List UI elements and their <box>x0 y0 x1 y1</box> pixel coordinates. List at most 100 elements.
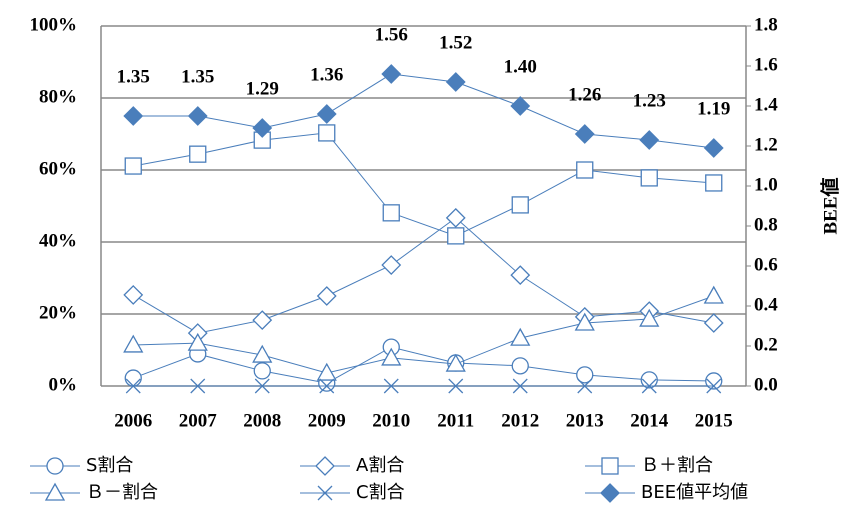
marker <box>703 285 724 304</box>
marker <box>510 327 531 346</box>
marker <box>316 362 337 381</box>
leg legend-label: A割合 <box>356 455 404 476</box>
marker <box>640 371 658 389</box>
marker <box>123 106 144 126</box>
y2-tick-label: 0.2 <box>754 334 778 355</box>
marker <box>318 124 336 142</box>
x-tick-label: 2009 <box>308 410 346 431</box>
x-tick-label: 2010 <box>372 410 410 431</box>
y2-tick-label: 0.8 <box>754 214 778 235</box>
marker <box>445 353 466 372</box>
marker <box>253 362 271 380</box>
marker <box>252 118 273 138</box>
data-label: 1.56 <box>375 24 408 45</box>
marker <box>447 227 465 245</box>
leg legend-label: BEE値平均値 <box>641 482 748 503</box>
marker <box>574 312 595 331</box>
marker <box>601 457 619 475</box>
marker <box>316 104 337 124</box>
data-label: 1.40 <box>504 56 537 77</box>
marker <box>706 378 722 394</box>
series-line <box>133 295 714 374</box>
y2-tick-label: 1.6 <box>754 54 778 75</box>
y2-tick-label: 0.4 <box>754 294 778 315</box>
y2-axis-title: BEE値 <box>819 177 841 234</box>
marker <box>574 124 595 144</box>
x-tick-label: 2011 <box>437 410 474 431</box>
marker <box>382 204 400 222</box>
leg legend-label: S割合 <box>86 455 133 476</box>
marker <box>576 161 594 179</box>
marker <box>511 357 529 375</box>
marker <box>252 310 273 331</box>
y-tick-label: 40% <box>39 230 77 251</box>
marker <box>315 456 335 476</box>
data-label: 1.23 <box>633 90 666 111</box>
x-tick-label: 2014 <box>630 410 669 431</box>
marker <box>190 378 206 394</box>
marker <box>639 130 660 150</box>
marker <box>448 378 464 394</box>
series-line <box>133 346 714 384</box>
marker <box>639 308 660 327</box>
marker <box>703 138 724 158</box>
marker <box>576 366 594 384</box>
y2-tick-label: 1.4 <box>754 94 778 115</box>
marker <box>705 174 723 192</box>
marker <box>705 372 723 390</box>
data-label: 1.35 <box>181 66 214 87</box>
marker <box>317 485 333 501</box>
marker <box>383 378 399 394</box>
marker <box>316 286 337 306</box>
data-label: 1.26 <box>568 84 601 105</box>
y-tick-label: 20% <box>39 302 77 323</box>
marker <box>640 169 658 187</box>
leg legend-label: C割合 <box>356 482 405 503</box>
marker <box>512 378 528 394</box>
marker <box>187 106 208 126</box>
marker <box>381 347 402 366</box>
marker <box>46 457 64 475</box>
y2-tick-label: 1.8 <box>754 14 778 35</box>
marker <box>187 332 208 351</box>
marker <box>381 255 402 275</box>
leg legend-label: Ｂ－割合 <box>86 482 158 503</box>
y2-tick-label: 0.6 <box>754 254 778 275</box>
marker <box>703 313 724 333</box>
marker <box>189 145 207 163</box>
y-tick-label: 80% <box>39 86 77 107</box>
data-label: 1.52 <box>439 32 472 53</box>
x-tick-label: 2012 <box>501 410 539 431</box>
marker <box>124 369 142 387</box>
marker <box>511 196 529 214</box>
marker <box>577 378 593 394</box>
data-label: 1.35 <box>117 66 150 87</box>
x-tick-label: 2008 <box>243 410 281 431</box>
marker <box>123 285 144 305</box>
x-tick-label: 2013 <box>566 410 604 431</box>
y-tick-label: 60% <box>39 158 77 179</box>
marker <box>319 378 335 394</box>
y2-tick-label: 0.0 <box>754 374 778 395</box>
marker <box>510 96 531 116</box>
x-tick-label: 2006 <box>114 410 152 431</box>
marker <box>123 334 144 353</box>
marker <box>44 482 66 501</box>
marker <box>125 378 141 394</box>
series-line <box>133 73 714 149</box>
series-line <box>132 217 714 334</box>
marker <box>510 265 531 286</box>
marker <box>641 378 657 394</box>
x-tick-label: 2015 <box>695 410 733 431</box>
marker <box>124 157 142 175</box>
data-label: 1.19 <box>697 98 730 119</box>
data-label: 1.36 <box>310 64 343 85</box>
y2-tick-label: 1.0 <box>754 174 778 195</box>
leg legend-label: Ｂ＋割合 <box>641 455 713 476</box>
y-tick-label: 0% <box>49 374 78 395</box>
marker <box>445 72 466 92</box>
marker <box>600 483 620 503</box>
data-label: 1.29 <box>246 78 279 99</box>
marker <box>445 207 466 228</box>
